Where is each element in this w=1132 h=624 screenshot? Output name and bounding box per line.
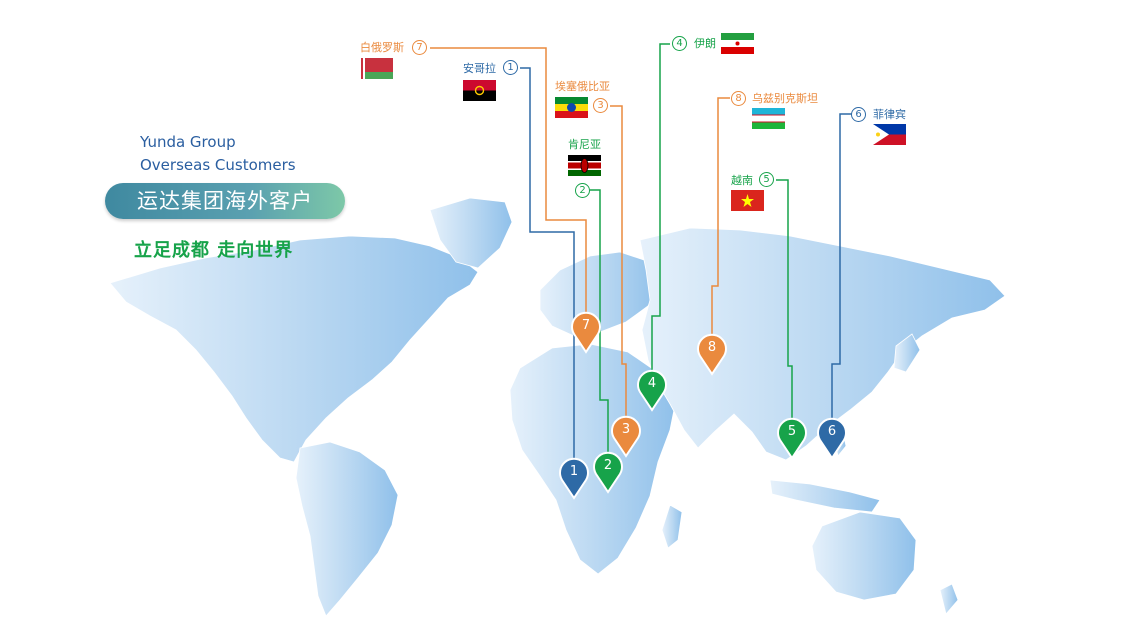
pin-number-5: 5	[788, 424, 796, 439]
vietnam-flag-icon	[731, 190, 764, 211]
ethiopia-flag-icon	[555, 97, 588, 118]
leader-line-2	[590, 189, 609, 454]
africa	[509, 343, 677, 575]
country-number-uzbekistan: 8	[731, 91, 746, 106]
pin-4	[637, 369, 667, 412]
pin-1	[559, 457, 589, 500]
pin-number-3: 3	[622, 422, 630, 437]
leader-line-3	[610, 105, 627, 418]
title-banner: 运达集团海外客户	[105, 183, 345, 219]
leader-line-8	[711, 97, 730, 336]
country-label-philippines: 菲律宾	[873, 108, 906, 121]
pin-6	[817, 417, 847, 460]
slogan: 立足成都 走向世界	[134, 240, 294, 261]
pin-8	[697, 333, 727, 376]
indonesia	[769, 479, 881, 513]
country-label-vietnam: 越南	[731, 174, 753, 187]
english-title-line2: Overseas Customers	[140, 156, 296, 174]
belarus-flag-icon	[360, 58, 393, 79]
pin-number-2: 2	[604, 458, 612, 473]
philippines-flag-icon	[873, 124, 906, 145]
country-label-iran: 伊朗	[694, 37, 716, 50]
pin-number-8: 8	[708, 340, 716, 355]
leader-line-7	[430, 47, 587, 318]
greenland	[429, 197, 513, 269]
pin-5	[777, 417, 807, 460]
country-label-ethiopia: 埃塞俄比亚	[555, 80, 610, 93]
uzbekistan-flag-icon	[752, 108, 785, 129]
country-label-belarus: 白俄罗斯	[360, 41, 404, 54]
australia	[811, 511, 917, 601]
pin-number-6: 6	[828, 424, 836, 439]
country-label-kenya: 肯尼亚	[568, 138, 601, 151]
pin-7	[571, 311, 601, 354]
leader-line-4	[651, 43, 670, 372]
north-america	[109, 235, 479, 463]
japan	[893, 333, 921, 373]
pin-3	[611, 415, 641, 458]
country-label-angola: 安哥拉	[463, 62, 496, 75]
kenya-flag-icon	[568, 155, 601, 176]
country-number-angola: 1	[503, 60, 518, 75]
leader-line-6	[831, 113, 852, 420]
leader-line-1	[520, 67, 575, 462]
country-number-iran: 4	[672, 36, 687, 51]
leader-line-5	[776, 179, 793, 420]
country-number-belarus: 7	[412, 40, 427, 55]
country-number-philippines: 6	[851, 107, 866, 122]
angola-flag-icon	[463, 80, 496, 101]
pin-number-1: 1	[570, 464, 578, 479]
pin-number-4: 4	[648, 376, 656, 391]
iran-flag-icon	[721, 33, 754, 54]
new-zealand	[939, 583, 959, 615]
english-title-line1: Yunda Group	[140, 133, 236, 151]
pin-2	[593, 451, 623, 494]
country-number-ethiopia: 3	[593, 98, 608, 113]
pin-number-7: 7	[582, 318, 590, 333]
south-america	[295, 441, 399, 617]
madagascar	[661, 504, 683, 549]
country-number-kenya: 2	[575, 183, 590, 198]
country-number-vietnam: 5	[759, 172, 774, 187]
country-label-uzbekistan: 乌兹别克斯坦	[752, 92, 818, 105]
